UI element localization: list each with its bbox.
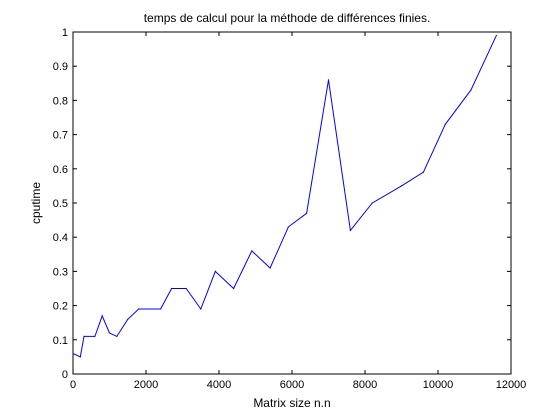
y-tick-label: 0 xyxy=(62,369,68,381)
x-tick-label: 12000 xyxy=(496,379,527,391)
data-point xyxy=(287,226,289,228)
data-point xyxy=(101,315,103,317)
y-tick-label: 0.6 xyxy=(53,164,68,176)
x-tick-label: 4000 xyxy=(207,379,231,391)
data-point xyxy=(444,123,446,125)
x-tick-label: 0 xyxy=(70,379,76,391)
y-tick-label: 0.1 xyxy=(53,335,68,347)
data-point xyxy=(422,171,424,173)
data-point xyxy=(160,308,162,310)
data-point xyxy=(251,250,253,252)
data-point xyxy=(108,332,111,334)
y-tick-label: 0.8 xyxy=(53,95,68,107)
data-point xyxy=(83,335,85,337)
y-tick-label: 0.9 xyxy=(53,61,68,73)
chart-title: temps de calcul pour la méthode de diffé… xyxy=(144,11,431,25)
data-point xyxy=(371,202,373,204)
data-point xyxy=(214,270,216,272)
x-tick-label: 8000 xyxy=(353,379,377,391)
data-point xyxy=(400,185,403,187)
axes-box xyxy=(72,31,512,375)
data-point xyxy=(94,335,96,337)
data-point xyxy=(349,229,351,231)
series-line xyxy=(72,35,497,358)
y-tick-label: 0.3 xyxy=(53,266,68,278)
data-point xyxy=(200,308,202,310)
data-point xyxy=(233,287,235,290)
data-point xyxy=(79,356,81,358)
data-point xyxy=(138,308,140,310)
y-axis-label: cputime xyxy=(29,182,43,224)
x-tick-label: 6000 xyxy=(280,379,304,391)
data-point xyxy=(116,335,118,337)
y-tick-label: 0.4 xyxy=(53,232,68,244)
x-tick-label: 10000 xyxy=(423,379,454,391)
y-tick-label: 0.7 xyxy=(53,130,68,142)
x-axis-label: Matrix size n.n xyxy=(253,396,330,410)
y-tick-label: 0.2 xyxy=(53,301,68,313)
data-point xyxy=(72,352,74,355)
y-tick-label: 1 xyxy=(62,27,68,39)
data-point xyxy=(269,267,271,269)
data-point xyxy=(306,212,308,214)
data-point xyxy=(185,287,187,290)
x-tick-label: 2000 xyxy=(134,379,158,391)
data-point xyxy=(495,34,497,37)
data-point xyxy=(470,89,472,91)
data-point xyxy=(327,79,330,81)
y-tick-label: 0.5 xyxy=(53,198,68,210)
plot-area: 0 2000 4000 6000 8000 10000 12000 0 0.1 0.2 0.3 0.4… xyxy=(53,27,527,391)
data-point xyxy=(170,287,173,290)
data-point xyxy=(127,318,129,320)
